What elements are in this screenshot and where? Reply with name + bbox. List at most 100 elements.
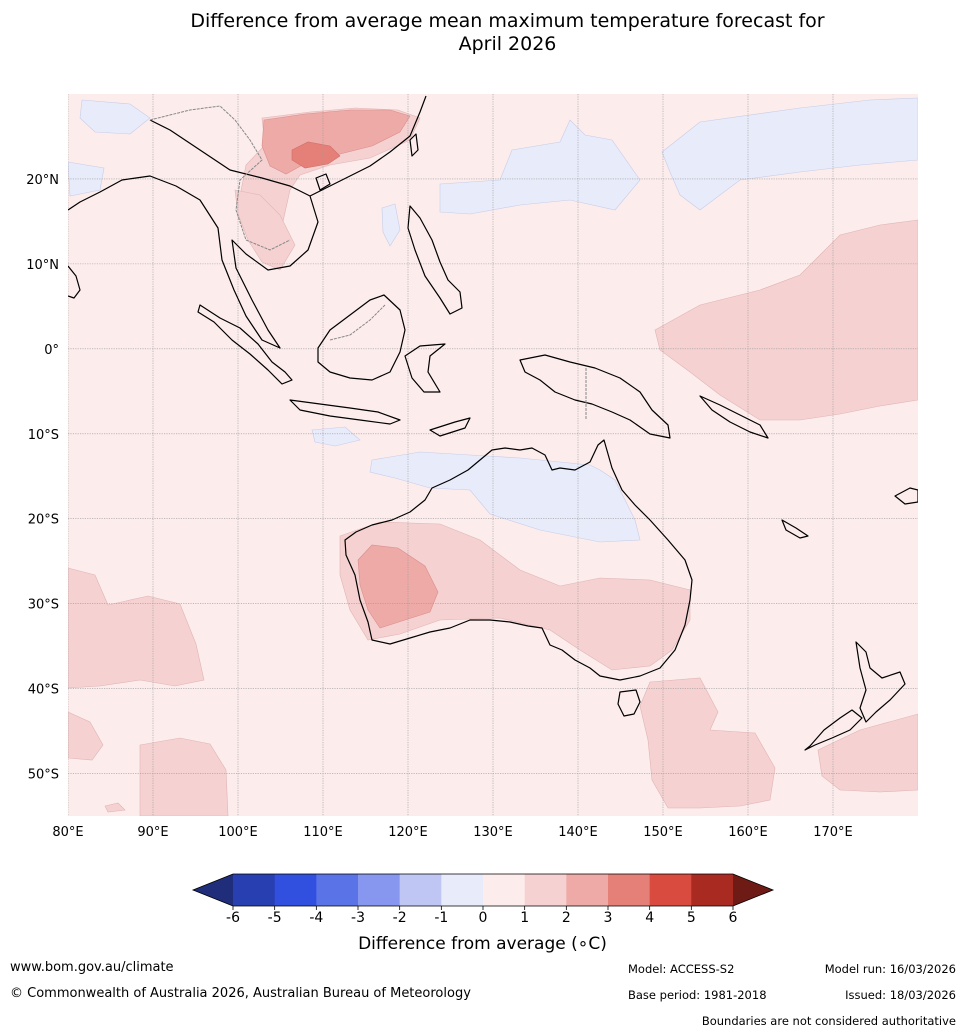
- lat-tick-label: 50°S: [28, 768, 59, 783]
- lat-tick-label: 30°S: [28, 598, 59, 613]
- lat-tick-label: 20°S: [28, 513, 59, 528]
- colorbar-segment: [691, 874, 734, 906]
- coastlines: [68, 95, 918, 751]
- colorbar-segment: [608, 874, 651, 906]
- colorbar-tick-label: 4: [645, 910, 654, 926]
- coast-hainan: [315, 173, 331, 191]
- coast-india-south: [68, 265, 81, 299]
- colorbar-extend-low: [193, 874, 233, 906]
- colorbar-tick-label: 0: [479, 910, 488, 926]
- colorbar-extend-high: [733, 874, 773, 906]
- patch-tasman-south-warm: [639, 677, 776, 809]
- patch-south-china-sea-cool: [381, 203, 401, 247]
- national-borders: [149, 105, 587, 420]
- patch-north-australia-cool: [369, 451, 641, 543]
- coast-sumatra: [197, 304, 293, 385]
- coast-new-guinea: [519, 354, 671, 439]
- colorbar-tick-label: -3: [351, 910, 365, 926]
- coast-borneo: [317, 294, 406, 381]
- lon-tick-label: 120°E: [388, 825, 428, 840]
- anomaly-negative-regions: [68, 97, 918, 543]
- lat-tick-label: 10°N: [26, 258, 59, 273]
- footer-model-run: Model run: 16/03/2026: [824, 962, 956, 976]
- colorbar-tick-label: 3: [604, 910, 613, 926]
- patch-southern-indian-south-warm: [139, 737, 229, 816]
- lat-tick-label: 0°: [44, 343, 59, 358]
- lon-tick-label: 110°E: [303, 825, 343, 840]
- colorbar-title: Difference from average (∘C): [358, 934, 607, 954]
- colorbar-tick-label: -5: [268, 910, 282, 926]
- footer-copyright: © Commonwealth of Australia 2026, Austra…: [10, 986, 471, 1001]
- patch-philippine-sea-cool: [439, 119, 641, 215]
- coast-australia: [344, 439, 693, 681]
- patch-north-pacific-cool: [661, 97, 918, 211]
- anomaly-warm-1-2-regions: [68, 107, 918, 816]
- colorbar-segment: [566, 874, 609, 906]
- lon-tick-label: 150°E: [643, 825, 683, 840]
- colorbar-tick-label: -6: [226, 910, 240, 926]
- footer-issued: Issued: 18/03/2026: [845, 988, 956, 1002]
- colorbar-tick-label: -1: [434, 910, 448, 926]
- coast-tasmania: [617, 689, 641, 717]
- patch-south-of-nz-warm: [817, 713, 918, 793]
- patch-southern-indian-west-warm: [68, 567, 205, 689]
- coast-malay-indochina: [68, 119, 319, 349]
- colorbar: -6 -5 -4 -3 -2 -1 0 1 2 3 4 5 6: [191, 873, 775, 926]
- coast-fiji: [894, 487, 918, 505]
- lon-tick-label: 140°E: [558, 825, 598, 840]
- lat-tick-label: 10°S: [28, 428, 59, 443]
- lon-tick-label: 170°E: [813, 825, 853, 840]
- coast-solomons: [699, 395, 769, 439]
- colorbar-tick-label: 5: [687, 910, 696, 926]
- colorbar-tick-label: 6: [729, 910, 738, 926]
- colorbar-tick-label: 2: [562, 910, 571, 926]
- patch-southern-indian-sw-warm: [68, 711, 104, 761]
- footer-disclaimer: Boundaries are not considered authoritat…: [701, 1014, 956, 1028]
- footer-base-period: Base period: 1981-2018: [628, 988, 767, 1002]
- lon-tick-label: 130°E: [473, 825, 513, 840]
- map-canvas: [68, 94, 918, 816]
- map-title-line1: Difference from average mean maximum tem…: [190, 10, 825, 32]
- coast-new-caledonia: [781, 519, 809, 539]
- coast-taiwan: [409, 133, 419, 157]
- colorbar-segment: [441, 874, 484, 906]
- patch-southeast-asia-warm: [234, 189, 296, 271]
- coast-south-china: [309, 95, 427, 197]
- coast-java: [289, 399, 401, 425]
- map-title: Difference from average mean maximum tem…: [0, 10, 965, 56]
- coast-new-zealand-north: [855, 641, 906, 723]
- colorbar-segment: [316, 874, 359, 906]
- gridlines: [68, 94, 918, 816]
- longitude-tick-labels: 80°E 90°E 100°E 110°E 120°E 130°E 140°E 150°E 16…: [52, 825, 852, 840]
- patch-indochina-north-cool: [79, 99, 151, 135]
- colorbar-tick-label: -4: [309, 910, 323, 926]
- lon-tick-label: 80°E: [52, 825, 83, 840]
- colorbar-segment: [524, 874, 567, 906]
- coast-sulawesi: [404, 343, 446, 393]
- patch-western-australia-warm: [357, 544, 439, 629]
- lat-tick-label: 20°N: [26, 173, 59, 188]
- colorbar-segment: [483, 874, 526, 906]
- colorbar-segment: [399, 874, 442, 906]
- border-indochina: [149, 105, 291, 251]
- lon-tick-label: 160°E: [728, 825, 768, 840]
- latitude-tick-labels: 20°N 10°N 0° 10°S 20°S 30°S 40°S 50°S: [26, 173, 59, 783]
- patch-western-pacific-warm: [654, 219, 918, 421]
- colorbar-tick-label: -2: [393, 910, 407, 926]
- map-title-line2: April 2026: [458, 33, 557, 55]
- colorbar-segment: [233, 874, 276, 906]
- colorbar-segment: [274, 874, 317, 906]
- coast-philippines: [407, 205, 463, 315]
- patch-small-south-warm: [104, 802, 126, 813]
- lon-tick-label: 100°E: [218, 825, 258, 840]
- coast-new-zealand-south: [804, 709, 863, 751]
- colorbar-tick-label: 1: [520, 910, 529, 926]
- lon-tick-label: 90°E: [137, 825, 168, 840]
- colorbar-segment: [649, 874, 692, 906]
- patch-australia-warm: [339, 521, 691, 671]
- footer-model: Model: ACCESS-S2: [628, 962, 735, 976]
- border-borneo: [329, 304, 386, 341]
- colorbar-segment: [358, 874, 401, 906]
- lat-tick-label: 40°S: [28, 683, 59, 698]
